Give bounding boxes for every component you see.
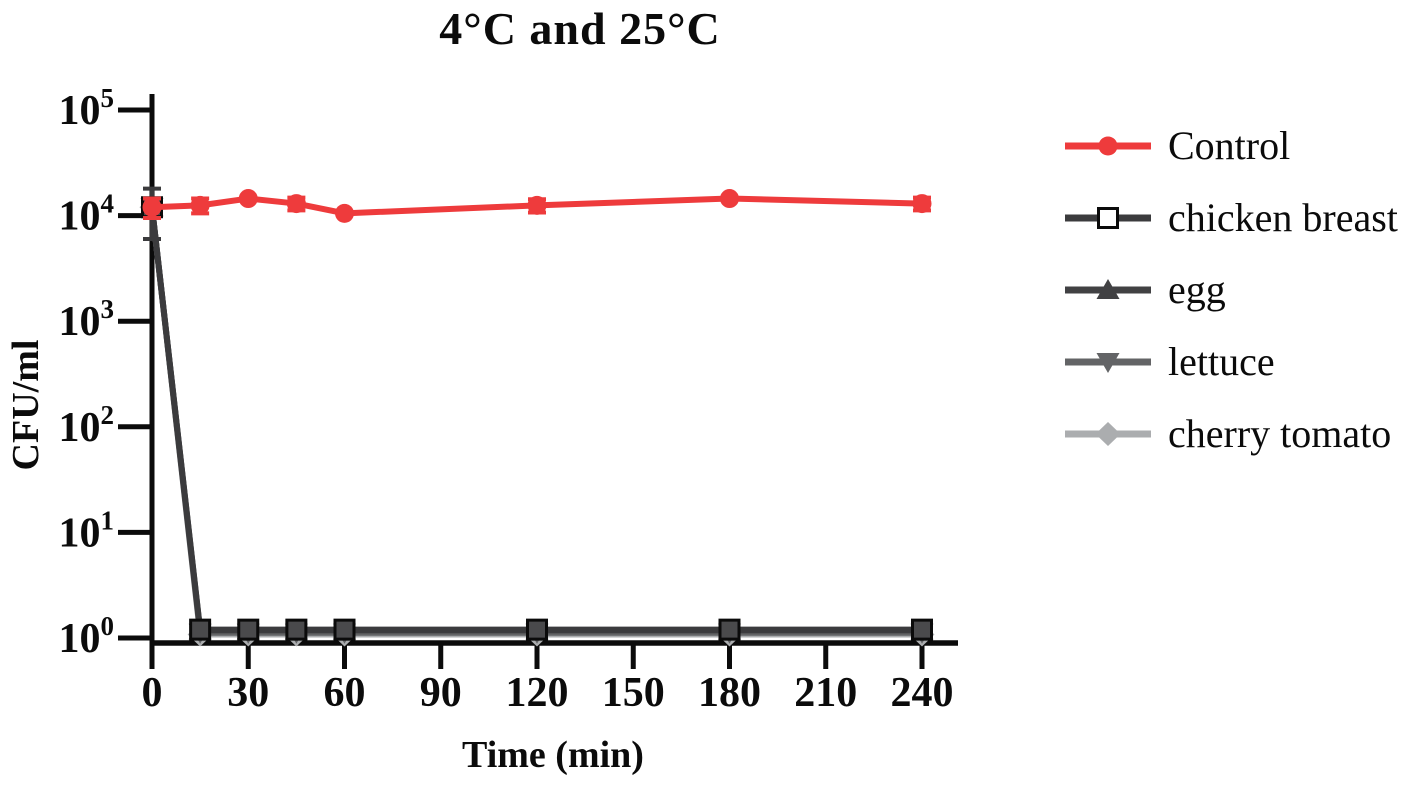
- x-tick-label: 120: [506, 670, 569, 716]
- y-tick-label: 102: [59, 400, 115, 451]
- legend-marker-egg-icon: [1065, 279, 1151, 299]
- legend-label: Control: [1168, 123, 1291, 168]
- data-point-marker: [912, 194, 932, 214]
- data-point-marker: [720, 189, 739, 209]
- x-tick-label: 150: [602, 670, 665, 716]
- data-point-marker: [911, 618, 933, 641]
- data-point-marker: [1095, 422, 1121, 446]
- x-tick-label: 30: [227, 670, 269, 716]
- series-cherry-tomato: [139, 195, 935, 647]
- data-point-marker: [335, 203, 354, 223]
- data-point-marker: [238, 189, 258, 209]
- data-point-marker: [1096, 279, 1120, 299]
- series-line: [149, 204, 925, 638]
- data-point-marker: [285, 618, 308, 641]
- data-point-marker: [286, 194, 306, 214]
- y-tick-label: 101: [59, 505, 115, 556]
- x-tick-label: 0: [142, 670, 163, 716]
- x-tick-label: 240: [891, 670, 954, 716]
- legend-item-chicken-breast: chicken breast: [1062, 196, 1398, 240]
- legend-item-cherry-tomato: cherry tomato: [1062, 412, 1391, 456]
- y-tick-label: 100: [59, 611, 115, 662]
- data-point-marker: [142, 197, 162, 217]
- x-tick-label: 60: [324, 670, 366, 716]
- data-point-marker: [189, 618, 212, 641]
- legend-label: lettuce: [1168, 339, 1275, 384]
- series-egg: [140, 196, 934, 640]
- data-point-marker: [190, 195, 210, 215]
- y-axis-label: CFU/ml: [5, 339, 47, 471]
- x-tick-label: 90: [420, 670, 462, 716]
- chart-title: 4°C and 25°C: [439, 3, 721, 54]
- x-tick-label: 210: [794, 670, 857, 716]
- data-point-marker: [526, 618, 548, 641]
- data-point-marker: [1098, 136, 1118, 156]
- series-chicken-breast: [141, 186, 933, 641]
- data-point-marker: [718, 618, 741, 641]
- y-tick-label: 103: [59, 294, 115, 345]
- series-lettuce: [140, 198, 934, 644]
- axes: 100 101 102 103 104 105 0 30 60 90 120 150 180 210 240: [59, 83, 958, 716]
- series-line: [149, 204, 925, 634]
- data-point-marker: [1096, 353, 1120, 373]
- legend-marker-control-icon: [1065, 136, 1151, 156]
- series-control: [142, 189, 932, 223]
- series-line: [149, 204, 925, 633]
- y-tick-label: 105: [59, 83, 115, 134]
- data-point-marker: [527, 195, 547, 215]
- data-point-marker: [1097, 207, 1119, 229]
- data-point-marker: [333, 618, 356, 641]
- legend-label: chicken breast: [1168, 195, 1398, 240]
- x-tick-label: 180: [698, 670, 761, 716]
- series-line: [149, 204, 925, 636]
- legend-label: egg: [1168, 267, 1226, 312]
- y-tick-label: 104: [59, 189, 115, 240]
- data-point-marker: [237, 618, 260, 641]
- x-axis-label: Time (min): [462, 734, 644, 776]
- legend-marker-chicken-breast-icon: [1065, 207, 1151, 229]
- legend-item-lettuce: lettuce: [1062, 340, 1275, 384]
- legend-marker-cherry-tomato-icon: [1065, 422, 1151, 446]
- legend-item-control: Control: [1062, 124, 1290, 168]
- legend-item-egg: egg: [1062, 268, 1226, 312]
- legend-marker-lettuce-icon: [1065, 353, 1151, 373]
- legend-label: cherry tomato: [1168, 411, 1392, 456]
